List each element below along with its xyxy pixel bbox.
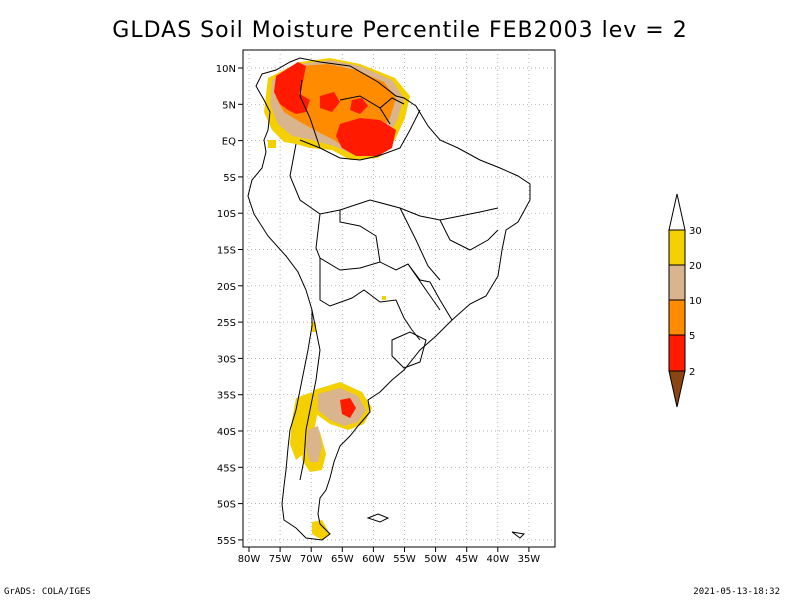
minor-yellow-1: [268, 140, 276, 148]
internal-border-5: [299, 309, 321, 481]
lon-tick-label: 65W: [331, 554, 354, 565]
south-region-yellow-2: [290, 392, 318, 460]
south-america-coastline: [247, 57, 531, 541]
lon-tick-label: 60W: [362, 554, 385, 565]
internal-border-13: [379, 97, 405, 109]
colorbar-5-10: [668, 299, 686, 336]
lat-tick-label: 25S: [217, 318, 236, 329]
internal-border-8: [439, 219, 499, 251]
lon-tick-label: 75W: [269, 554, 292, 565]
graticule: [243, 50, 555, 547]
internal-border-2: [289, 143, 499, 221]
lon-tick-label: 35W: [518, 554, 541, 565]
colorbar-above-30: [668, 193, 686, 231]
lat-tick-label: 5N: [222, 100, 236, 111]
lat-tick-label: 50S: [217, 500, 236, 511]
lon-tick-label: 55W: [393, 554, 416, 565]
lat-tick-label: 5S: [223, 173, 236, 184]
south-region-tan-2: [306, 426, 322, 462]
falkland-islands: [366, 513, 390, 523]
uruguay-outline: [391, 331, 427, 369]
lat-tick-label: 55S: [217, 536, 236, 547]
internal-border-9: [429, 281, 453, 321]
internal-border-12: [339, 95, 391, 125]
colorbar-below-2: [668, 370, 686, 408]
lon-tick-label: 80W: [238, 554, 261, 565]
colorbar-label-20: 20: [689, 261, 702, 272]
colorbar-2-5: [668, 334, 686, 372]
percentile-shading: [264, 58, 410, 540]
lat-tick-label: 40S: [217, 427, 236, 438]
internal-border-6: [339, 210, 381, 263]
internal-border-1: [299, 109, 421, 161]
footer-timestamp: 2021-05-13-18:32: [693, 587, 780, 597]
colorbar: 30 20 10 5 2: [668, 193, 702, 408]
lat-tick-label: EQ: [222, 137, 236, 148]
lat-tick-label: 15S: [217, 246, 236, 257]
coastline-and-borders: [247, 57, 531, 541]
latitude-axis: 10N 5N EQ 5S 10S 15S 20S 25S 30S 35S 40S 45S 50S 55S: [216, 64, 243, 547]
small-island: [511, 531, 526, 539]
minor-yellow-3: [382, 296, 386, 300]
colorbar-label-5: 5: [689, 331, 695, 342]
south-region-red: [340, 398, 356, 418]
lon-tick-label: 50W: [424, 554, 447, 565]
north-region-red-5: [350, 98, 368, 114]
internal-border-10: [407, 263, 441, 311]
lon-tick-label: 70W: [300, 554, 323, 565]
colorbar-label-30: 30: [689, 226, 702, 237]
internal-border-11: [299, 79, 321, 149]
colorbar-label-2: 2: [689, 367, 695, 378]
north-region-red-1: [274, 62, 306, 110]
north-region-red-2: [336, 118, 396, 156]
map-title: GLDAS Soil Moisture Percentile FEB2003 l…: [112, 18, 688, 43]
map-frame: [242, 49, 556, 548]
lat-tick-label: 35S: [217, 391, 236, 402]
longitude-axis: 80W 75W 70W 65W 60W 55W 50W 45W 40W 35W: [238, 547, 541, 565]
north-region-red-4: [320, 92, 340, 112]
lon-tick-label: 40W: [486, 554, 509, 565]
north-region-red-3: [288, 94, 310, 114]
lat-tick-label: 10S: [217, 209, 236, 220]
colorbar-10-20: [668, 264, 686, 301]
lat-tick-label: 30S: [217, 354, 236, 365]
internal-border-4: [319, 258, 421, 341]
colorbar-20-30: [668, 229, 686, 266]
footer-credit: GrADS: COLA/IGES: [4, 587, 91, 597]
lon-tick-label: 45W: [455, 554, 478, 565]
colorbar-label-10: 10: [689, 296, 702, 307]
south-region-yellow-4: [312, 520, 330, 540]
lat-tick-label: 10N: [216, 64, 236, 75]
lat-tick-label: 20S: [217, 282, 236, 293]
lat-tick-label: 45S: [217, 463, 236, 474]
internal-border-7: [399, 207, 441, 281]
